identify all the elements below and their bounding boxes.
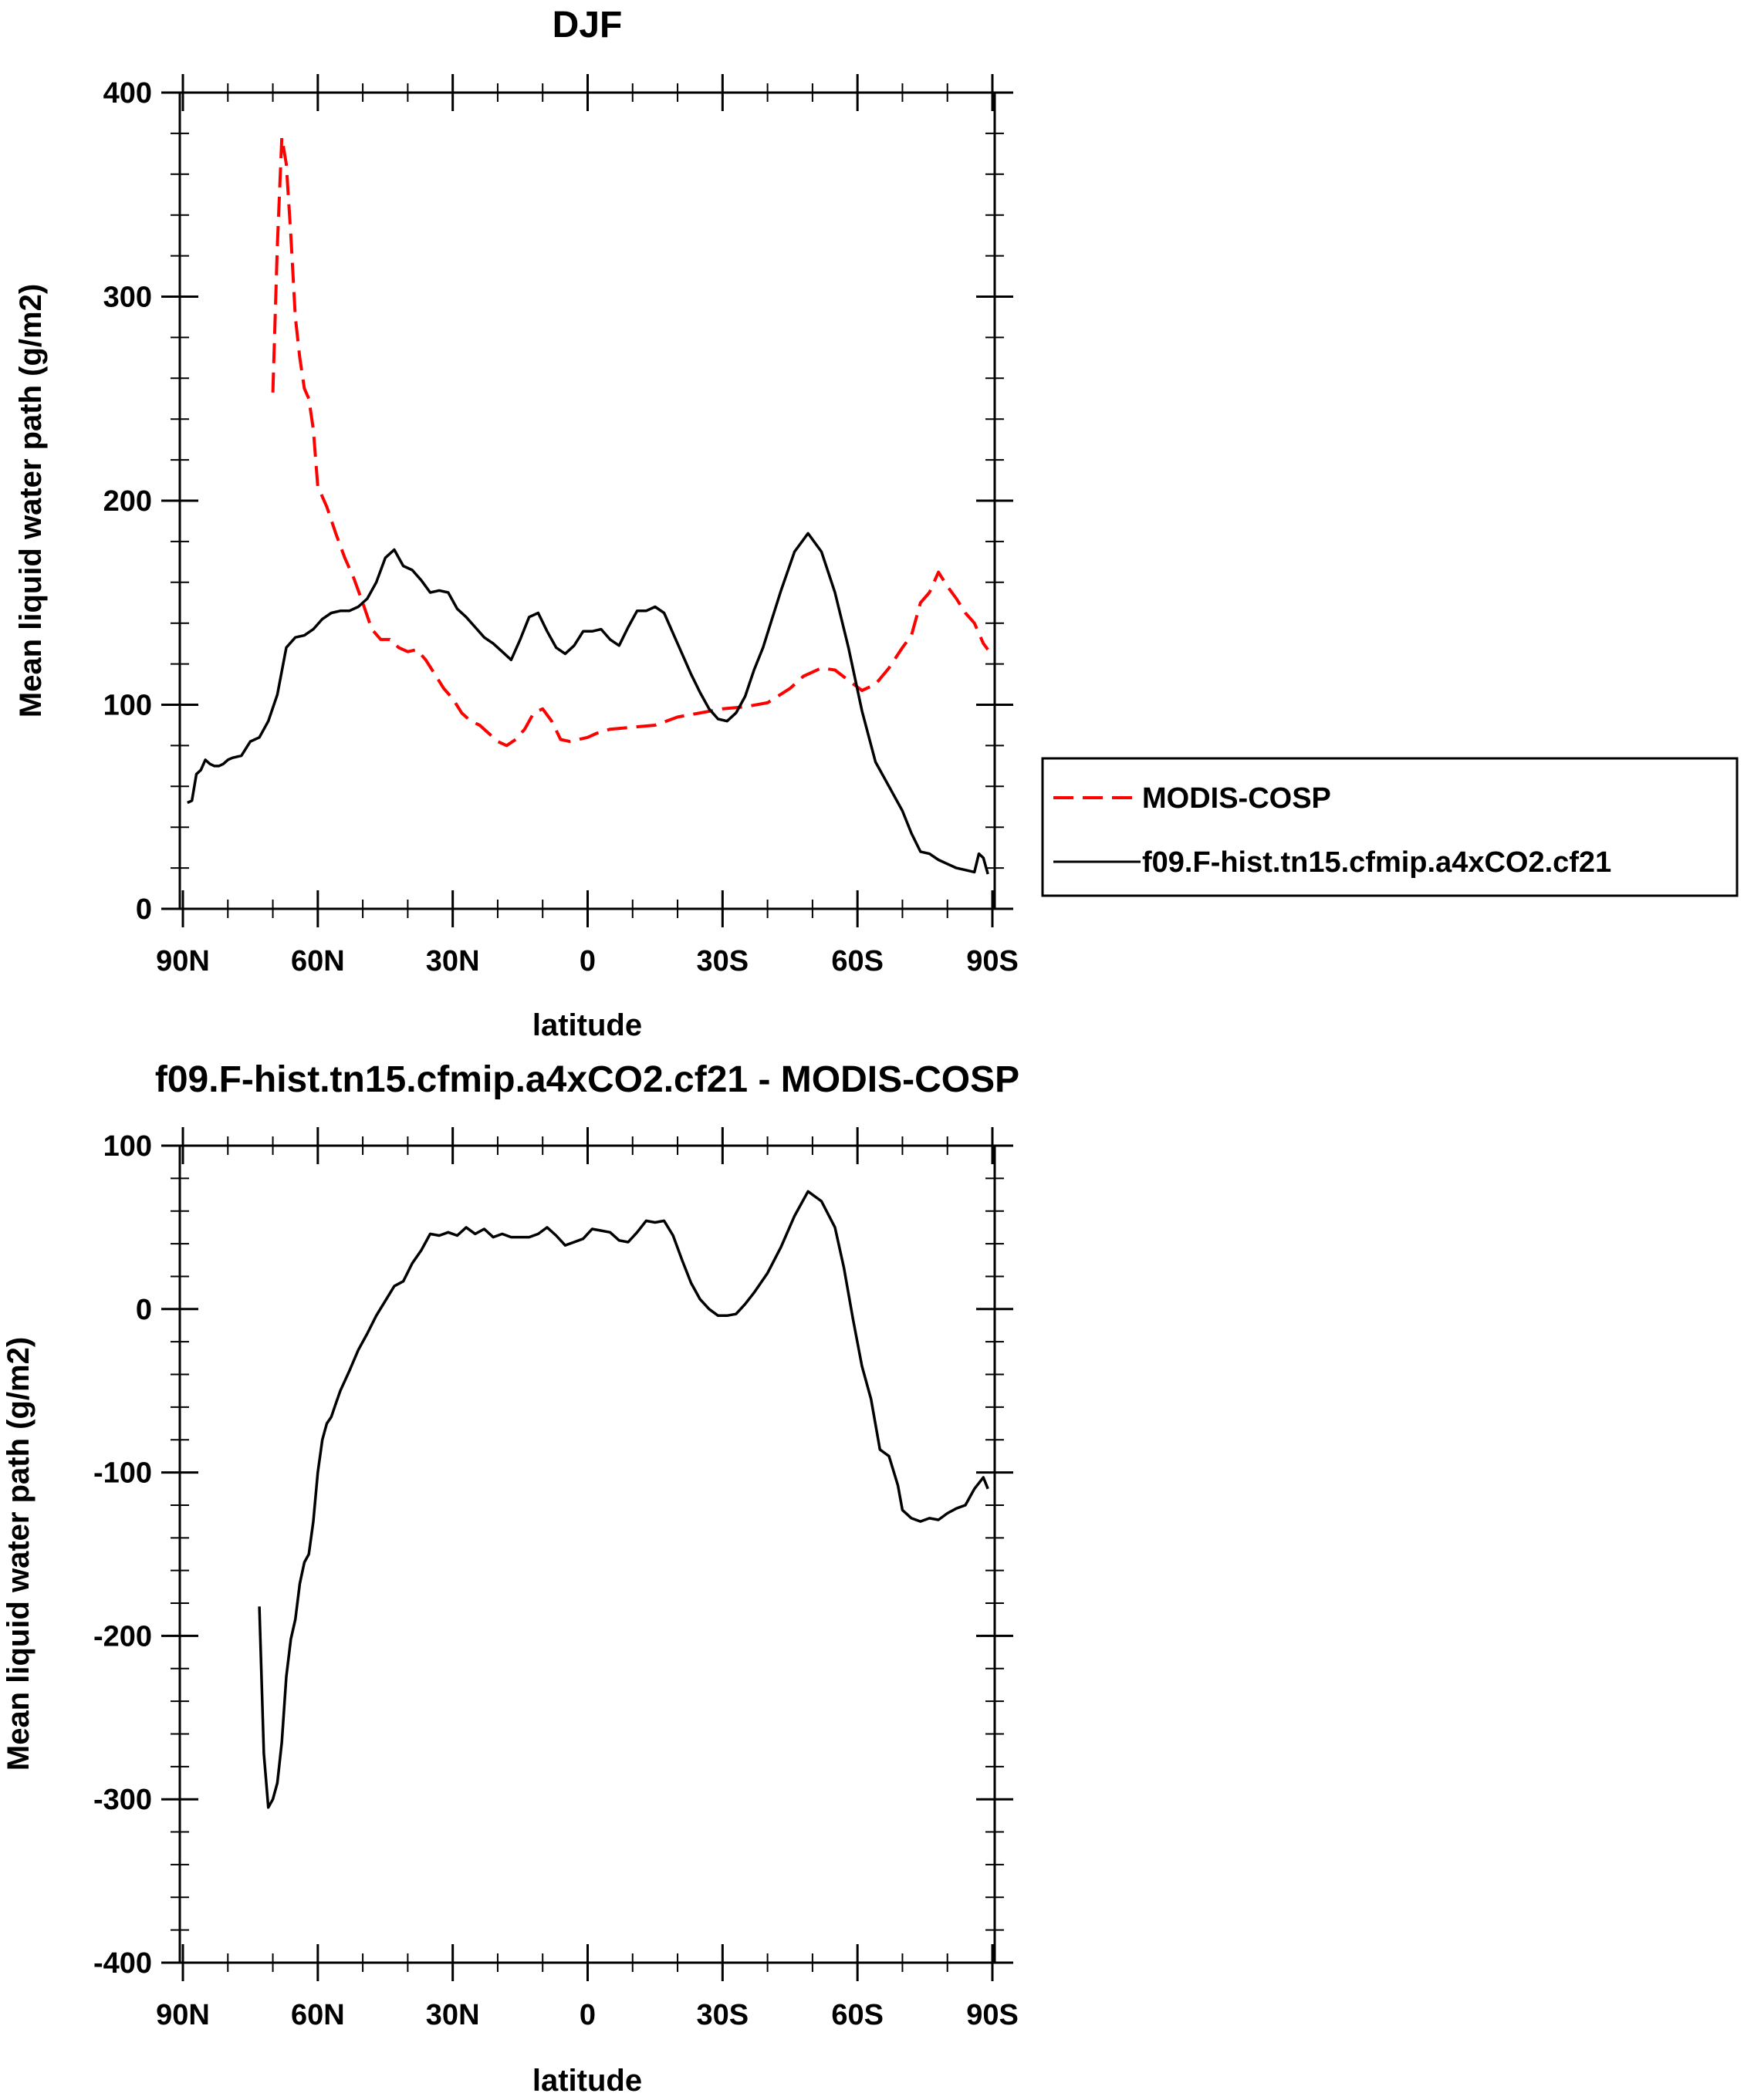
x-tick-label: 60N <box>291 945 345 977</box>
series-line-model <box>258 1190 989 1809</box>
y-tick-label: 200 <box>103 485 152 518</box>
chart-panel-difference: f09.F-hist.tn15.cfmip.a4xCO2.cf21 - MODI… <box>2 1059 1019 2098</box>
x-tick-label: 90S <box>966 945 1019 977</box>
y-tick-label: 0 <box>136 893 152 926</box>
x-tick-label: 30N <box>426 1999 480 2031</box>
x-tick-label: 30S <box>697 1999 749 2031</box>
x-tick-label: 30S <box>697 945 749 977</box>
axis-ticks <box>161 1127 1013 1981</box>
data-series <box>187 136 989 875</box>
x-tick-label: 60S <box>831 1999 884 2031</box>
series-line-modis-cosp <box>271 136 989 748</box>
x-tick-labels: 90N 60N 30N 0 30S 60S 90S <box>156 1999 1019 2031</box>
y-tick-label: -200 <box>93 1620 152 1653</box>
y-tick-label: 100 <box>103 1130 152 1163</box>
y-tick-label: 0 <box>136 1294 152 1326</box>
legend-label-model: f09.F-hist.tn15.cfmip.a4xCO2.cf21 <box>1142 846 1611 879</box>
y-axis-label: Mean liquid water path (g/m2) <box>2 1337 35 1771</box>
data-series <box>258 1190 989 1809</box>
plot-frame <box>178 91 996 910</box>
x-tick-label: 0 <box>580 1999 596 2031</box>
y-tick-label: 400 <box>103 77 152 110</box>
x-axis-label: latitude <box>532 1008 642 1042</box>
axis-ticks <box>161 74 1013 927</box>
legend: MODIS-COSP f09.F-hist.tn15.cfmip.a4xCO2.… <box>1041 757 1739 897</box>
x-tick-labels: 90N 60N 30N 0 30S 60S 90S <box>156 945 1019 977</box>
chart-title: f09.F-hist.tn15.cfmip.a4xCO2.cf21 - MODI… <box>155 1059 1019 1100</box>
y-tick-label: -300 <box>93 1784 152 1816</box>
series-line-model <box>187 532 989 875</box>
x-tick-label: 90S <box>966 1999 1019 2031</box>
plot-frame <box>178 1144 996 1964</box>
y-tick-labels: 0 100 200 300 400 <box>103 77 152 926</box>
y-tick-label: 300 <box>103 282 152 314</box>
legend-label-modis-cosp: MODIS-COSP <box>1142 782 1331 815</box>
y-tick-label: 100 <box>103 690 152 722</box>
x-tick-label: 60N <box>291 1999 345 2031</box>
x-tick-label: 60S <box>831 945 884 977</box>
y-axis-label: Mean liquid water path (g/m2) <box>14 284 48 717</box>
x-tick-label: 90N <box>156 1999 210 2031</box>
legend-box <box>1041 757 1739 897</box>
y-tick-label: -400 <box>93 1947 152 1980</box>
chart-panel-djf: DJF 0 100 200 300 400 90N 60N 30N 0 30S 60S 90S Me… <box>14 5 1019 1042</box>
chart-title: DJF <box>553 5 623 46</box>
y-tick-label: -100 <box>93 1457 152 1490</box>
x-tick-label: 0 <box>580 945 596 977</box>
y-tick-labels: -400 -300 -200 -100 0 100 <box>93 1130 152 1980</box>
x-tick-label: 30N <box>426 945 480 977</box>
x-tick-label: 90N <box>156 945 210 977</box>
x-axis-label: latitude <box>532 2064 642 2098</box>
